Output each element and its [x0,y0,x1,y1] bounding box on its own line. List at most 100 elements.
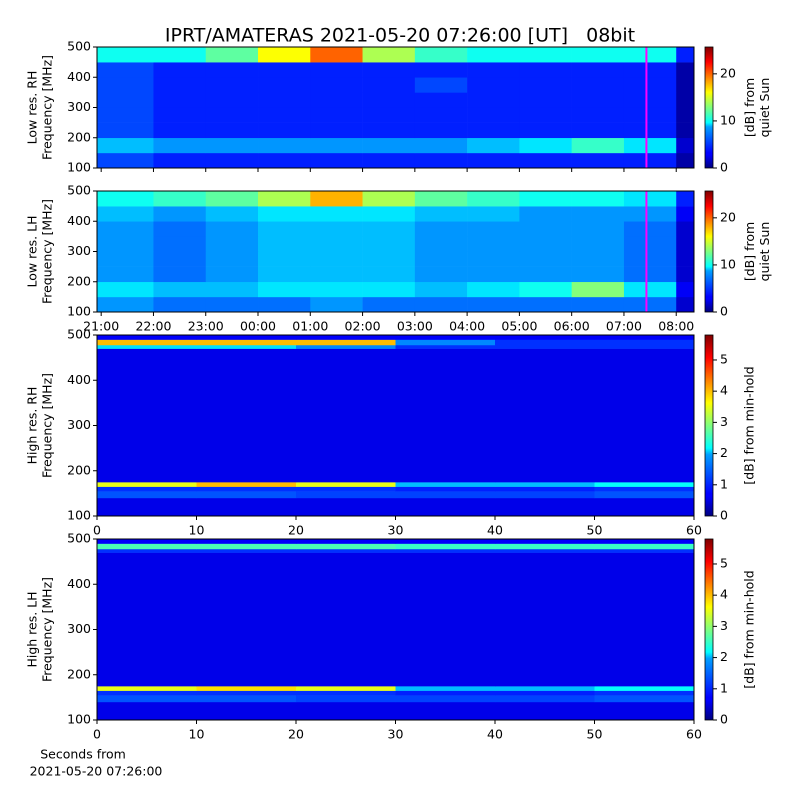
heatmap-cell [495,491,595,499]
heatmap-cell [196,539,297,544]
heatmap-cell [153,266,207,283]
heatmap-cell [623,62,677,78]
heatmap-cell [97,296,154,313]
heatmap-cell [519,92,572,108]
heatmap-cell [296,335,396,340]
x-tick-label: 20 [288,523,304,538]
heatmap-cell [519,137,572,154]
x-tick-label: 02:00 [345,319,381,334]
heatmap-cell [310,281,363,298]
heatmap-cell [205,122,259,139]
heatmap-cell [594,686,695,691]
heatmap-cell [97,221,154,237]
heatmap-cell [676,62,695,78]
heatmap-cell [362,122,416,139]
heatmap-cell [467,206,520,222]
y-tick-label: 100 [67,508,91,523]
heatmap-cell [196,344,297,349]
heatmap-cell [571,251,625,267]
heatmap-cell [97,482,197,487]
heatmap-cell [310,266,363,283]
heatmap-cell [414,221,468,237]
y-tick-label: 300 [67,243,91,258]
heatmap-cell [97,122,154,139]
heatmap-cell [97,92,154,108]
heatmap-cell [196,339,297,346]
heatmap-cell [362,221,416,237]
heatmap-cell [571,152,625,169]
heatmap-cell [676,152,695,169]
heatmap-cell [395,548,496,553]
x-tick-label: 60 [686,523,702,538]
heatmap-cell [97,335,197,340]
heatmap-cell [258,47,311,63]
heatmap-cell [97,191,154,207]
x-tick-label: 40 [487,523,503,538]
heatmap-cell [414,62,468,78]
heatmap-cell [296,690,396,696]
heatmap-cell [153,137,207,154]
heatmap-cell [196,548,297,553]
heatmap-cell [495,339,595,346]
heatmap-cell [519,266,572,283]
heatmap-cell [495,690,595,696]
heatmap-cell [296,701,396,721]
heatmap-cell [571,281,625,298]
heatmap-cell [467,77,520,93]
x-tick-label: 21:00 [83,319,119,334]
x-tick-label: 30 [388,523,404,538]
colorbar-label: quiet Sun [757,222,772,282]
colorbar-tick-label: 2 [720,445,728,460]
x-tick-label: 50 [587,523,603,538]
x-tick-label: 00:00 [240,319,276,334]
heatmap-cell [97,47,154,63]
x-tick-label: 07:00 [606,319,642,334]
heatmap-cell [258,281,311,298]
heatmap-cell [395,348,496,483]
y-tick-label: 500 [67,39,91,54]
colorbar-tick-label: 0 [720,508,728,523]
heatmap-cell [205,77,259,93]
colorbar-tick-label: 10 [720,112,736,127]
heatmap-cell [296,491,396,499]
y-axis-label: Low res. LH [25,216,40,288]
heatmap-cell [258,62,311,78]
heatmap-cell [676,206,695,222]
heatmap-cell [205,281,259,298]
heatmap-cell [310,107,363,123]
heatmap-cell [97,266,154,283]
heatmap-cell [571,122,625,139]
y-axis-label: Frequency [MHz] [40,199,55,304]
heatmap-cell [296,539,396,544]
heatmap-cell [623,47,677,63]
heatmap-cell [97,686,197,691]
heatmap-cell [97,344,197,349]
heatmap-cell [519,122,572,139]
heatmap-cell [362,206,416,222]
heatmap-cell [519,221,572,237]
heatmap-cell [623,236,677,252]
heatmap-cell [362,92,416,108]
heatmap-cell [310,296,363,313]
heatmap-cell [414,251,468,267]
heatmap-cell [594,335,695,340]
heatmap-cell [362,137,416,154]
heatmap-cell [571,296,625,313]
colorbar-tick-label: 0 [720,160,728,175]
y-tick-label: 500 [67,183,91,198]
x-tick-label: 10 [189,523,205,538]
y-tick-label: 500 [67,327,91,342]
x-tick-label: 23:00 [188,319,224,334]
heatmap-cell [296,543,396,550]
heatmap-cell [258,266,311,283]
heatmap-cell [571,62,625,78]
heatmap-cell [495,548,595,553]
heatmap-cell [205,221,259,237]
heatmap-cell [571,107,625,123]
heatmap-cell [623,77,677,93]
colorbar-label: [dB] from [742,222,757,281]
heatmap-cell [296,552,396,687]
heatmap-cell [205,296,259,313]
heatmap-cell [623,281,677,298]
y-tick-label: 400 [67,213,91,228]
